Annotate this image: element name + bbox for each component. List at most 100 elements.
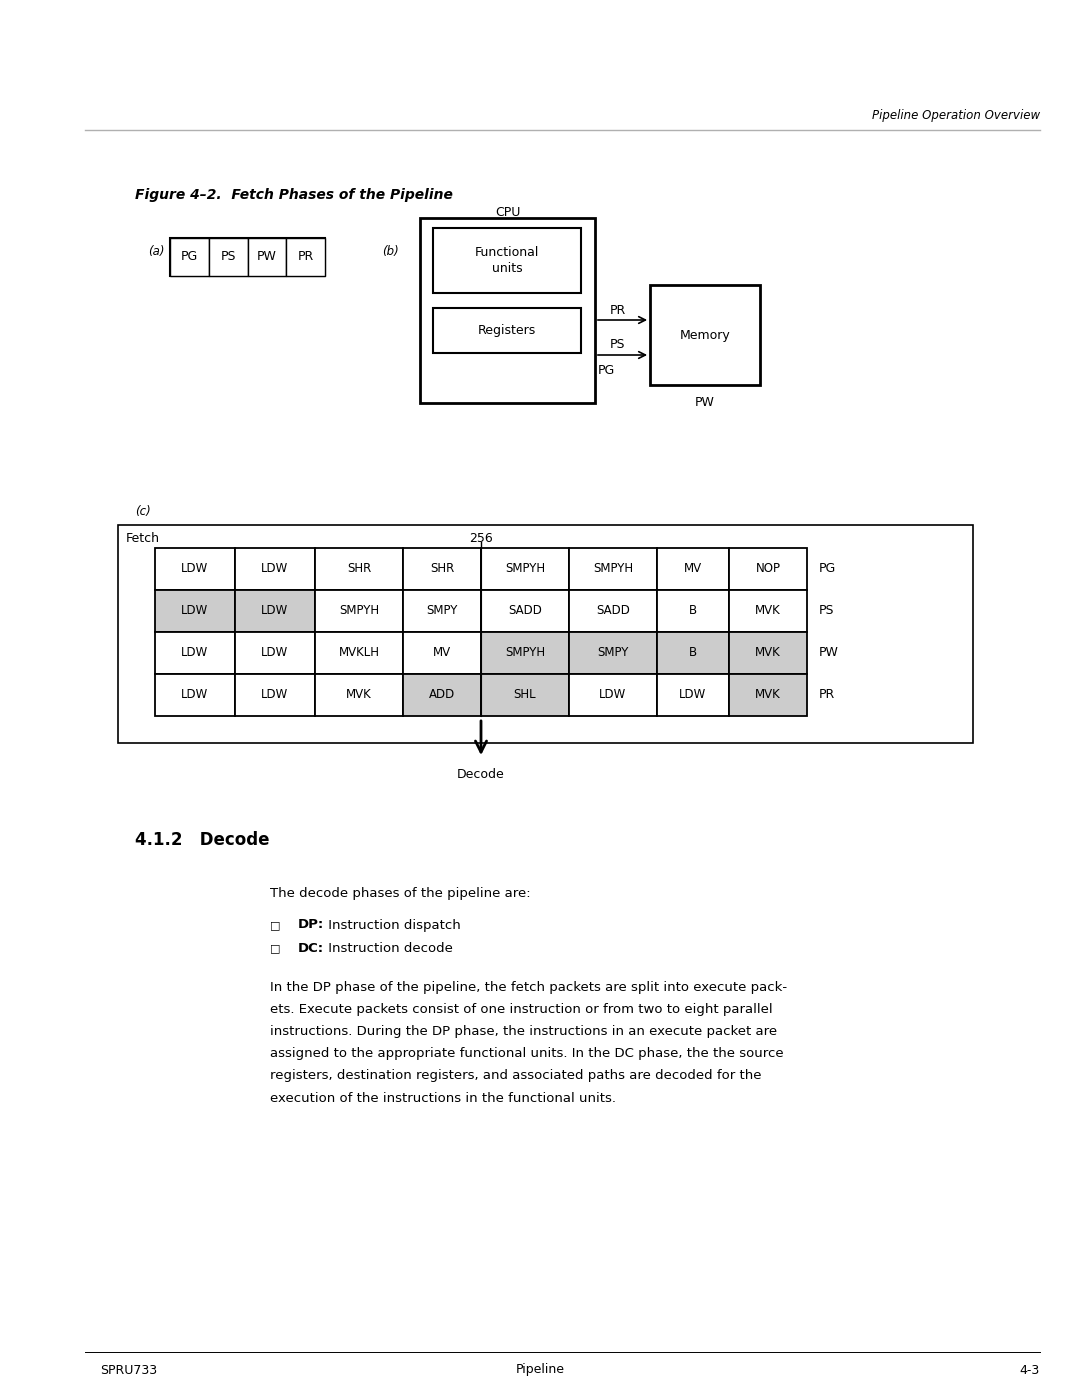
Text: SMPY: SMPY [427, 605, 458, 617]
Text: Fetch: Fetch [126, 532, 160, 545]
Text: PR: PR [819, 689, 835, 701]
Text: Decode: Decode [457, 767, 504, 781]
Text: (b): (b) [382, 246, 399, 258]
Text: PW: PW [257, 250, 276, 264]
Text: LDW: LDW [261, 689, 288, 701]
Bar [657, 590, 729, 631]
Text: (a): (a) [148, 246, 164, 258]
Text: PS: PS [610, 338, 625, 352]
Text: LDW: LDW [181, 647, 208, 659]
Bar [481, 631, 569, 673]
Text: Figure 4–2.  Fetch Phases of the Pipeline: Figure 4–2. Fetch Phases of the Pipeline [135, 189, 453, 203]
Bar [481, 673, 569, 717]
Text: SMPYH: SMPYH [505, 647, 545, 659]
Text: (c): (c) [135, 506, 151, 518]
Text: Pipeline: Pipeline [515, 1363, 565, 1376]
Text: SMPYH: SMPYH [593, 563, 633, 576]
Text: MVK: MVK [755, 605, 781, 617]
Text: PG: PG [180, 250, 198, 264]
Text: ets. Execute packets consist of one instruction or from two to eight parallel: ets. Execute packets consist of one inst… [270, 1003, 772, 1017]
Bar [729, 631, 807, 673]
Text: SHR: SHR [430, 563, 454, 576]
Bar [657, 673, 729, 717]
Text: PS: PS [819, 605, 835, 617]
Text: MVK: MVK [755, 689, 781, 701]
Text: PG: PG [598, 363, 616, 377]
Text: execution of the instructions in the functional units.: execution of the instructions in the fun… [270, 1091, 616, 1105]
Bar [208, 237, 247, 277]
Bar [170, 237, 325, 277]
Bar [156, 590, 235, 631]
Text: SADD: SADD [508, 605, 542, 617]
Bar [569, 631, 657, 673]
Bar [420, 218, 595, 402]
Bar [657, 631, 729, 673]
Text: PW: PW [819, 647, 839, 659]
Text: MV: MV [684, 563, 702, 576]
Text: LDW: LDW [679, 689, 706, 701]
Bar [235, 548, 315, 590]
Text: □: □ [270, 943, 281, 953]
Text: registers, destination registers, and associated paths are decoded for the: registers, destination registers, and as… [270, 1070, 761, 1083]
Text: B: B [689, 605, 697, 617]
Text: Pipeline Operation Overview: Pipeline Operation Overview [872, 109, 1040, 122]
Bar [729, 590, 807, 631]
Text: PG: PG [819, 563, 836, 576]
Text: MV: MV [433, 647, 451, 659]
Bar [433, 307, 581, 353]
Text: CPU: CPU [495, 207, 521, 219]
Bar [170, 237, 208, 277]
Text: MVKLH: MVKLH [338, 647, 379, 659]
Text: SMPYH: SMPYH [339, 605, 379, 617]
Text: instructions. During the DP phase, the instructions in an execute packet are: instructions. During the DP phase, the i… [270, 1025, 778, 1038]
Text: Instruction dispatch: Instruction dispatch [324, 918, 461, 932]
Bar [569, 673, 657, 717]
Text: 4-3: 4-3 [1020, 1363, 1040, 1376]
Text: Registers: Registers [477, 324, 536, 337]
Text: LDW: LDW [181, 689, 208, 701]
Bar [235, 673, 315, 717]
Text: MVK: MVK [346, 689, 372, 701]
Bar [403, 673, 481, 717]
Text: SHR: SHR [347, 563, 372, 576]
Bar [481, 548, 569, 590]
Bar [481, 590, 569, 631]
Bar [156, 548, 235, 590]
Bar [235, 590, 315, 631]
Text: SHL: SHL [514, 689, 537, 701]
Bar [286, 237, 325, 277]
Text: LDW: LDW [181, 563, 208, 576]
Bar [315, 631, 403, 673]
Text: ADD: ADD [429, 689, 455, 701]
Text: 4.1.2   Decode: 4.1.2 Decode [135, 831, 270, 849]
Text: SPRU733: SPRU733 [100, 1363, 157, 1376]
Text: LDW: LDW [261, 605, 288, 617]
Bar [433, 228, 581, 293]
Bar [118, 525, 973, 743]
Text: In the DP phase of the pipeline, the fetch packets are split into execute pack-: In the DP phase of the pipeline, the fet… [270, 982, 787, 995]
Text: NOP: NOP [756, 563, 781, 576]
Text: SMPYH: SMPYH [505, 563, 545, 576]
Bar [247, 237, 286, 277]
Text: MVK: MVK [755, 647, 781, 659]
Bar [729, 548, 807, 590]
Bar [403, 590, 481, 631]
Bar [403, 548, 481, 590]
Bar [650, 285, 760, 386]
Text: LDW: LDW [261, 647, 288, 659]
Bar [569, 548, 657, 590]
Bar [156, 631, 235, 673]
Text: SADD: SADD [596, 605, 630, 617]
Text: Functional
units: Functional units [475, 246, 539, 274]
Text: DC:: DC: [298, 942, 324, 954]
Bar [657, 548, 729, 590]
Bar [156, 673, 235, 717]
Bar [315, 673, 403, 717]
Bar [315, 590, 403, 631]
Text: The decode phases of the pipeline are:: The decode phases of the pipeline are: [270, 887, 530, 900]
Text: LDW: LDW [261, 563, 288, 576]
Text: PW: PW [696, 397, 715, 409]
Bar [235, 631, 315, 673]
Bar [315, 548, 403, 590]
Text: 256: 256 [469, 531, 492, 545]
